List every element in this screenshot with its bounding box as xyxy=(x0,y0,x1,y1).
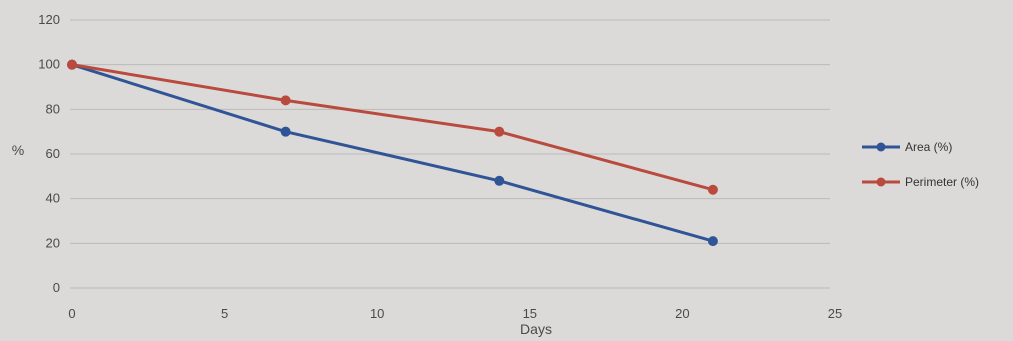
y-tick-label: 20 xyxy=(46,235,60,250)
y-tick-label: 100 xyxy=(38,57,60,72)
series-line-0 xyxy=(71,63,714,243)
data-point xyxy=(494,175,505,186)
data-point xyxy=(707,236,718,247)
x-tick-label: 0 xyxy=(68,306,75,321)
y-tick-label: 40 xyxy=(46,191,60,206)
x-tick-label: 10 xyxy=(370,306,384,321)
axes: 0 20 40 60 80 100 120 0 5 10 15 20 25 xyxy=(38,12,842,321)
y-axis-label: % xyxy=(12,142,24,158)
y-tick-label: 0 xyxy=(53,280,60,295)
legend-swatch-marker xyxy=(876,177,886,187)
data-point xyxy=(280,95,291,106)
x-tick-label: 20 xyxy=(675,306,689,321)
legend-label: Area (%) xyxy=(905,140,952,154)
gridlines xyxy=(70,19,830,289)
y-tick-label: 80 xyxy=(46,101,60,116)
series-line-1 xyxy=(71,63,714,192)
data-point xyxy=(494,126,505,137)
data-point xyxy=(67,59,77,70)
series-lines xyxy=(67,59,718,247)
legend-label: Perimeter (%) xyxy=(905,175,979,189)
x-tick-label: 25 xyxy=(828,306,842,321)
data-point xyxy=(707,184,718,195)
y-tick-label: 60 xyxy=(46,146,60,161)
legend-swatch-marker xyxy=(876,142,886,152)
legend: Area (%) Perimeter (%) xyxy=(862,140,979,189)
x-tick-label: 15 xyxy=(523,306,537,321)
y-tick-label: 120 xyxy=(38,12,60,27)
x-tick-label: 5 xyxy=(221,306,228,321)
x-axis-label: Days xyxy=(520,321,552,337)
data-point xyxy=(280,126,291,137)
